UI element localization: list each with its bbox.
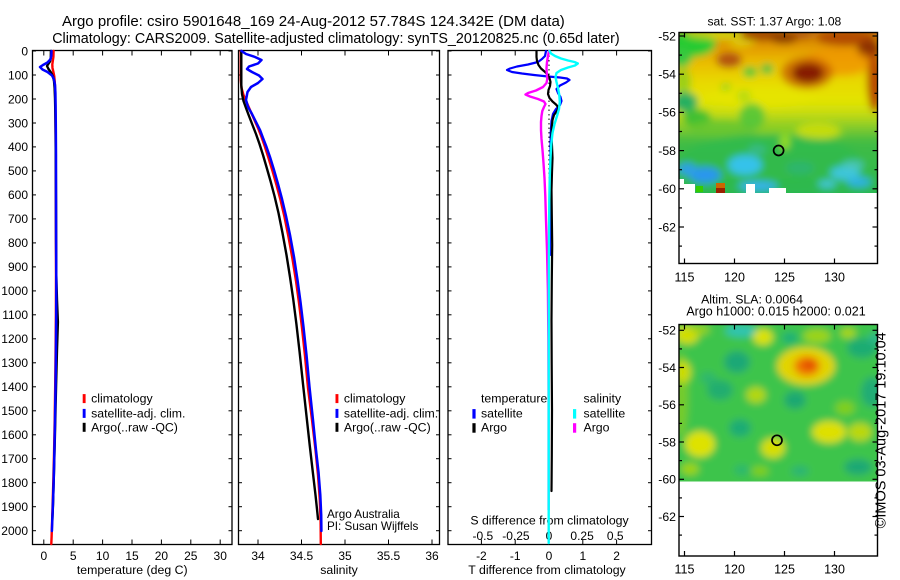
svg-text:500: 500 xyxy=(8,164,28,178)
svg-text:300: 300 xyxy=(8,116,28,130)
svg-text:200: 200 xyxy=(8,92,28,106)
svg-text:35: 35 xyxy=(338,549,352,563)
svg-text:100: 100 xyxy=(8,68,28,82)
svg-text:satellite: satellite xyxy=(584,407,626,421)
svg-text:120: 120 xyxy=(724,562,745,576)
svg-text:1500: 1500 xyxy=(1,404,28,418)
svg-text:-2: -2 xyxy=(476,549,487,563)
svg-text:1300: 1300 xyxy=(1,356,28,370)
svg-text:-56: -56 xyxy=(658,106,676,120)
svg-text:©IMOS 03-Aug-2017 19:10:04: ©IMOS 03-Aug-2017 19:10:04 xyxy=(873,332,889,528)
svg-text:1700: 1700 xyxy=(1,452,28,466)
svg-text:20: 20 xyxy=(155,549,169,563)
svg-text:T difference from climatology: T difference from climatology xyxy=(468,563,626,577)
svg-text:130: 130 xyxy=(824,271,845,285)
svg-text:1000: 1000 xyxy=(1,284,28,298)
svg-text:temperature (deg C): temperature (deg C) xyxy=(77,563,188,577)
svg-text:0.25: 0.25 xyxy=(570,529,594,543)
svg-text:25: 25 xyxy=(184,549,198,563)
svg-text:Argo Australia: Argo Australia xyxy=(327,508,400,521)
svg-text:0: 0 xyxy=(40,549,47,563)
svg-text:Argo(..raw -QC): Argo(..raw -QC) xyxy=(91,420,178,434)
svg-text:2: 2 xyxy=(613,549,620,563)
svg-text:30: 30 xyxy=(214,549,228,563)
svg-text:1100: 1100 xyxy=(2,308,28,322)
svg-text:0.5: 0.5 xyxy=(607,529,624,543)
svg-text:Argo h1000: 0.015 h2000: 0.021: Argo h1000: 0.015 h2000: 0.021 xyxy=(686,305,865,319)
svg-text:35.5: 35.5 xyxy=(377,549,401,563)
svg-text:-54: -54 xyxy=(658,68,676,82)
svg-text:1600: 1600 xyxy=(1,428,28,442)
svg-text:-60: -60 xyxy=(658,182,676,196)
svg-text:climatology: climatology xyxy=(91,392,153,406)
svg-text:Argo profile: csiro 5901648_16: Argo profile: csiro 5901648_169 24-Aug-2… xyxy=(62,13,565,30)
svg-text:125: 125 xyxy=(774,562,795,576)
svg-text:-54: -54 xyxy=(658,361,676,375)
svg-text:Climatology: CARS2009. Satelli: Climatology: CARS2009. Satellite-adjuste… xyxy=(52,31,619,47)
svg-text:salinity: salinity xyxy=(320,563,358,577)
svg-text:temperature: temperature xyxy=(481,391,547,405)
svg-text:900: 900 xyxy=(8,260,28,274)
svg-text:Altim. SLA: 0.0064: Altim. SLA: 0.0064 xyxy=(701,292,803,306)
svg-text:-56: -56 xyxy=(658,398,676,412)
svg-text:130: 130 xyxy=(824,562,845,576)
svg-text:10: 10 xyxy=(96,549,110,563)
svg-text:120: 120 xyxy=(724,271,745,285)
svg-text:-52: -52 xyxy=(658,29,676,43)
svg-text:PI: Susan Wijffels: PI: Susan Wijffels xyxy=(327,520,419,533)
svg-text:600: 600 xyxy=(8,188,28,202)
svg-text:1: 1 xyxy=(579,549,586,563)
svg-text:115: 115 xyxy=(675,562,695,576)
svg-text:1800: 1800 xyxy=(1,476,28,490)
svg-text:satellite-adj. clim.: satellite-adj. clim. xyxy=(344,406,438,420)
svg-text:-0.5: -0.5 xyxy=(472,529,493,543)
svg-text:1900: 1900 xyxy=(1,500,28,514)
svg-text:15: 15 xyxy=(125,549,139,563)
svg-text:400: 400 xyxy=(8,140,28,154)
svg-text:Argo: Argo xyxy=(584,421,610,435)
svg-text:0: 0 xyxy=(546,549,553,563)
svg-text:S difference from climatology: S difference from climatology xyxy=(470,514,629,528)
svg-text:-60: -60 xyxy=(658,473,676,487)
svg-text:1200: 1200 xyxy=(1,332,28,346)
svg-text:34.5: 34.5 xyxy=(290,549,314,563)
svg-text:sat. SST: 1.37 Argo: 1.08: sat. SST: 1.37 Argo: 1.08 xyxy=(708,14,842,28)
svg-text:36: 36 xyxy=(425,549,439,563)
svg-text:0: 0 xyxy=(21,44,28,58)
svg-text:climatology: climatology xyxy=(344,392,406,406)
svg-text:5: 5 xyxy=(70,549,77,563)
svg-text:125: 125 xyxy=(774,271,795,285)
svg-text:salinity: salinity xyxy=(584,391,622,405)
svg-text:Argo(..raw -QC): Argo(..raw -QC) xyxy=(344,420,431,434)
svg-text:-1: -1 xyxy=(510,549,521,563)
svg-text:-62: -62 xyxy=(658,510,676,524)
svg-text:115: 115 xyxy=(675,271,695,285)
svg-text:Argo: Argo xyxy=(481,421,507,435)
svg-text:satellite-adj. clim.: satellite-adj. clim. xyxy=(91,406,185,420)
svg-text:800: 800 xyxy=(8,236,28,250)
svg-text:34: 34 xyxy=(251,549,265,563)
svg-text:700: 700 xyxy=(8,212,28,226)
svg-text:-52: -52 xyxy=(658,324,676,338)
svg-text:-58: -58 xyxy=(658,435,676,449)
svg-text:satellite: satellite xyxy=(481,407,523,421)
svg-text:-58: -58 xyxy=(658,144,676,158)
svg-text:1400: 1400 xyxy=(1,380,28,394)
svg-text:-62: -62 xyxy=(658,220,676,234)
svg-text:2000: 2000 xyxy=(1,524,28,538)
svg-text:-0.25: -0.25 xyxy=(502,529,530,543)
